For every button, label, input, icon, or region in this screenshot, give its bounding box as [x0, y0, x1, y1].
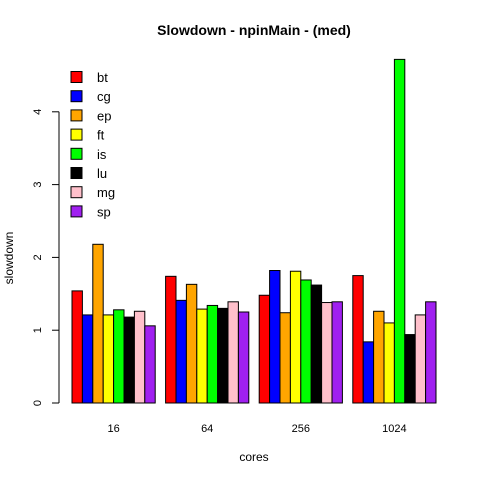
- bar-group-1024: [352, 58, 437, 404]
- bar-groups: [71, 58, 437, 404]
- bar-cg-1024: [362, 341, 375, 404]
- x-tick-label: 16: [107, 423, 119, 435]
- bar-sp-16: [144, 325, 156, 404]
- bar-is-16: [113, 309, 125, 404]
- x-tick-label: 256: [292, 423, 310, 435]
- legend-label-sp: sp: [97, 204, 111, 219]
- bar-bt-1024: [352, 275, 364, 404]
- y-tick-label: 0: [32, 400, 44, 406]
- bar-sp-1024: [425, 301, 437, 404]
- legend-swatch-sp: [70, 205, 83, 218]
- bar-ep-256: [279, 312, 291, 404]
- bar-group-16: [71, 243, 156, 404]
- legend-label-bt: bt: [97, 70, 108, 85]
- bar-lu-1024: [404, 334, 416, 404]
- bar-group-256: [258, 270, 343, 404]
- bar-is-256: [300, 279, 312, 404]
- bar-ft-16: [102, 314, 115, 404]
- legend-swatch-cg: [70, 90, 83, 103]
- bar-is-64: [206, 304, 219, 404]
- bar-mg-1024: [414, 314, 427, 404]
- bar-ep-1024: [373, 310, 385, 404]
- y-axis-title: slowdown: [2, 232, 16, 285]
- bar-cg-16: [81, 314, 94, 404]
- bar-mg-64: [227, 301, 239, 404]
- bar-sp-64: [237, 311, 250, 404]
- legend-swatch-is: [70, 147, 83, 160]
- bar-ft-1024: [383, 322, 395, 404]
- y-tick-label: 1: [32, 327, 44, 333]
- bar-group-64: [165, 275, 250, 404]
- bar-is-1024: [393, 58, 406, 404]
- bar-lu-256: [310, 284, 323, 404]
- bar-bt-64: [165, 275, 177, 404]
- bar-mg-256: [321, 302, 333, 404]
- legend-label-mg: mg: [97, 185, 115, 200]
- bar-sp-256: [331, 301, 343, 404]
- legend-label-is: is: [97, 147, 107, 162]
- legend-label-cg: cg: [97, 89, 111, 104]
- legend-swatch-lu: [70, 167, 83, 179]
- legend-label-ft: ft: [97, 128, 105, 143]
- bar-ft-256: [289, 270, 302, 404]
- bar-lu-64: [217, 307, 229, 404]
- legend-swatch-ep: [70, 109, 83, 122]
- bar-cg-256: [269, 270, 281, 404]
- bar-bt-16: [71, 290, 83, 404]
- legend-label-lu: lu: [97, 166, 107, 181]
- y-tick-label: 2: [32, 254, 44, 260]
- y-axis: 0 1 2 3 4: [32, 109, 60, 406]
- y-tick-label: 3: [32, 182, 44, 188]
- chart-title: Slowdown - npinMain - (med): [157, 22, 351, 38]
- legend-swatch-mg: [70, 186, 83, 199]
- bar-ep-16: [92, 243, 104, 404]
- bar-cg-64: [175, 299, 187, 404]
- legend-swatch-bt: [70, 71, 83, 83]
- bar-bt-256: [258, 294, 271, 404]
- x-axis-title: cores: [239, 450, 268, 464]
- legend: bt cg ep ft is lu mg sp: [70, 70, 115, 219]
- y-tick-label: 4: [32, 109, 44, 115]
- bar-lu-16: [123, 316, 135, 404]
- x-tick-labels: 16 64 256 1024: [107, 423, 406, 435]
- bar-mg-16: [133, 310, 146, 404]
- bar-ft-64: [196, 308, 208, 404]
- bar-ep-64: [185, 283, 198, 404]
- legend-swatch-ft: [70, 128, 83, 141]
- x-tick-label: 1024: [382, 423, 406, 435]
- legend-label-ep: ep: [97, 108, 111, 123]
- x-tick-label: 64: [201, 423, 213, 435]
